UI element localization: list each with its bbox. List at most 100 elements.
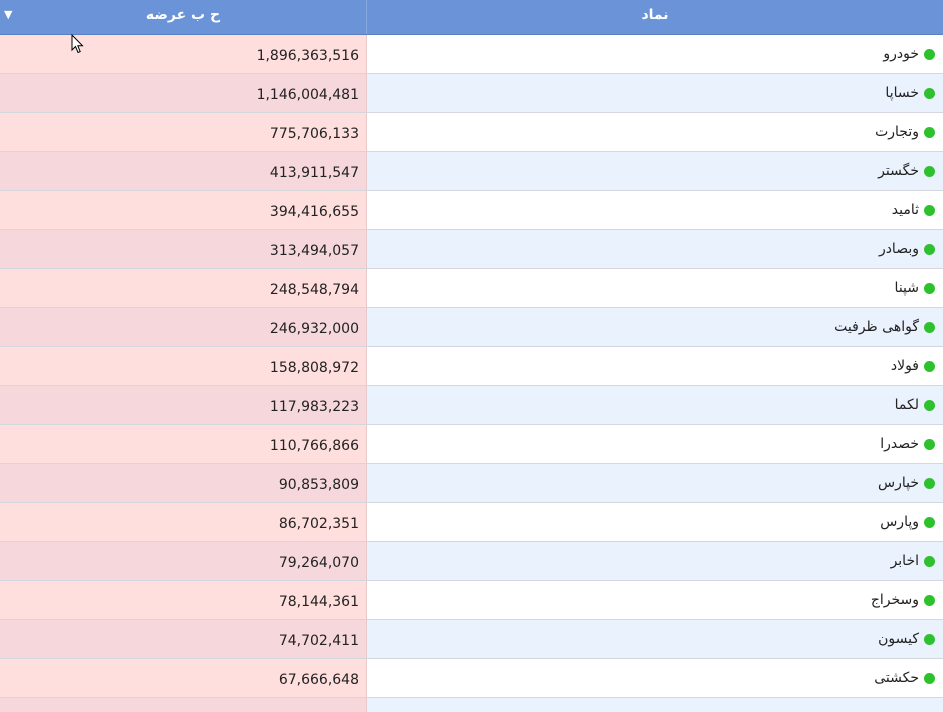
symbol-name: ثامید [891,202,919,218]
symbol-name: فولاد [890,358,919,374]
status-dot-icon [924,87,935,99]
status-dot-icon [924,48,935,60]
supply-volume-value: 313,494,057 [269,243,359,259]
symbol-cell[interactable] [367,698,943,712]
supply-volume-cell[interactable]: 775,706,133 [0,113,367,152]
table-row[interactable] [0,698,943,712]
supply-volume-cell[interactable]: 79,264,070 [0,542,367,581]
table-row[interactable]: 117,983,223 لکما [0,386,943,425]
supply-volume-cell[interactable]: 86,702,351 [0,503,367,542]
status-dot-icon [924,555,935,567]
status-dot-icon [924,516,935,528]
status-dot-icon [924,282,935,294]
supply-volume-cell[interactable]: 313,494,057 [0,230,367,269]
supply-volume-cell[interactable]: 413,911,547 [0,152,367,191]
symbol-name: اخابر [890,553,919,569]
supply-volume-value: 90,853,809 [278,477,359,493]
supply-volume-cell[interactable]: 248,548,794 [0,269,367,308]
symbol-content: کیسون [878,620,935,658]
table-row[interactable]: 413,911,547 خگستر [0,152,943,191]
symbol-name: خساپا [885,85,919,101]
symbol-cell[interactable]: وبصادر [367,230,943,269]
symbol-cell[interactable]: وپارس [367,503,943,542]
symbol-cell[interactable]: فولاد [367,347,943,386]
supply-volume-cell[interactable]: 1,896,363,516 [0,35,367,74]
symbol-cell[interactable]: وتجارت [367,113,943,152]
supply-volume-value: 67,666,648 [278,672,359,688]
table-row[interactable]: 246,932,000 گواهی ظرفیت [0,308,943,347]
symbol-cell[interactable]: حکشتی [367,659,943,698]
grid-body: 1,896,363,516 خودرو 1,146,004,481 خساپا 775,… [0,35,943,712]
symbol-cell[interactable]: کیسون [367,620,943,659]
table-row[interactable]: 313,494,057 وبصادر [0,230,943,269]
symbol-content: ثامید [892,191,935,229]
symbol-content: حکشتی [874,659,935,697]
table-row[interactable]: 86,702,351 وپارس [0,503,943,542]
table-row[interactable]: 1,896,363,516 خودرو [0,35,943,74]
supply-volume-cell[interactable]: 90,853,809 [0,464,367,503]
supply-volume-value: 78,144,361 [278,594,359,610]
symbol-cell[interactable]: اخابر [367,542,943,581]
symbol-cell[interactable]: شپنا [367,269,943,308]
status-dot-icon [924,477,935,489]
supply-volume-value: 394,416,655 [269,204,359,220]
symbol-cell[interactable]: لکما [367,386,943,425]
supply-volume-cell[interactable]: 117,983,223 [0,386,367,425]
column-header-supply-volume[interactable]: ▼ ح ب عرضه [0,0,367,34]
symbol-name: حکشتی [874,670,919,686]
symbol-name: شپنا [894,280,919,296]
sort-descending-icon[interactable]: ▼ [4,8,13,21]
symbol-cell[interactable]: خپارس [367,464,943,503]
symbol-content: شپنا [895,269,935,307]
column-header-symbol[interactable]: نماد [367,0,943,34]
table-row[interactable]: 775,706,133 وتجارت [0,113,943,152]
table-row[interactable]: 78,144,361 وسخراج [0,581,943,620]
table-row[interactable]: 158,808,972 فولاد [0,347,943,386]
status-dot-icon [924,204,935,216]
grid-header: ▼ ح ب عرضه نماد [0,0,943,35]
table-row[interactable]: 394,416,655 ثامید [0,191,943,230]
supply-volume-cell[interactable]: 394,416,655 [0,191,367,230]
supply-volume-cell[interactable]: 67,666,648 [0,659,367,698]
symbol-name: وبصادر [878,241,919,257]
supply-volume-cell[interactable]: 1,146,004,481 [0,74,367,113]
status-dot-icon [924,399,935,411]
symbol-content: وسخراج [871,581,935,619]
supply-volume-value: 1,146,004,481 [256,87,359,103]
symbol-cell[interactable]: ثامید [367,191,943,230]
symbol-name: گواهی ظرفیت [834,319,919,335]
status-dot-icon [924,633,935,645]
symbol-cell[interactable]: خودرو [367,35,943,74]
symbol-name: خگستر [878,163,919,179]
symbol-cell[interactable]: وسخراج [367,581,943,620]
supply-volume-value: 775,706,133 [269,126,359,142]
symbol-content: فولاد [891,347,935,385]
table-row[interactable]: 67,666,648 حکشتی [0,659,943,698]
table-row[interactable]: 90,853,809 خپارس [0,464,943,503]
supply-volume-cell[interactable]: 74,702,411 [0,620,367,659]
symbol-content: لکما [895,386,935,424]
status-dot-icon [924,243,935,255]
symbol-cell[interactable]: خساپا [367,74,943,113]
symbol-content: خودرو [883,35,935,73]
symbol-content: وبصادر [879,230,935,268]
table-row[interactable]: 248,548,794 شپنا [0,269,943,308]
supply-volume-cell[interactable]: 158,808,972 [0,347,367,386]
symbol-cell[interactable]: گواهی ظرفیت [367,308,943,347]
supply-volume-cell[interactable]: 78,144,361 [0,581,367,620]
supply-volume-value: 86,702,351 [278,516,359,532]
symbol-cell[interactable]: خصدرا [367,425,943,464]
table-row[interactable]: 74,702,411 کیسون [0,620,943,659]
supply-volume-cell[interactable] [0,698,367,712]
supply-volume-cell[interactable]: 110,766,866 [0,425,367,464]
status-dot-icon [924,360,935,372]
table-row[interactable]: 110,766,866 خصدرا [0,425,943,464]
symbol-name: وتجارت [875,124,919,140]
status-dot-icon [924,672,935,684]
symbol-content: اخابر [891,542,935,580]
symbol-cell[interactable]: خگستر [367,152,943,191]
table-row[interactable]: 79,264,070 اخابر [0,542,943,581]
table-row[interactable]: 1,146,004,481 خساپا [0,74,943,113]
supply-volume-cell[interactable]: 246,932,000 [0,308,367,347]
supply-volume-value: 158,808,972 [269,360,359,376]
